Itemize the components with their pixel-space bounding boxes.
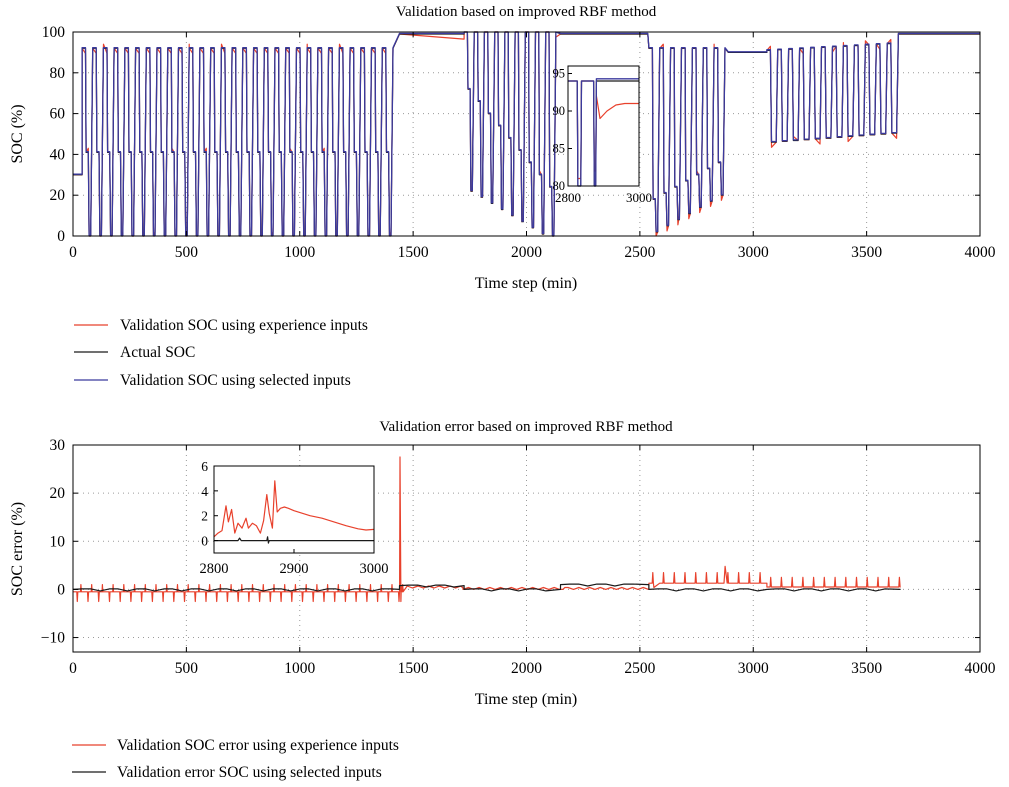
error-inset-line-experience (213, 480, 375, 538)
error-inset-x-tick-label: 3000 (360, 561, 389, 577)
soc-inset-frame (567, 65, 640, 187)
legend-item-error-selected: Validation error SOC using selected inpu… (72, 764, 382, 781)
soc-x-axis-label: Time step (min) (475, 275, 578, 292)
error-x-tick-label: 4000 (965, 660, 996, 677)
error-y-tick-label: 0 (57, 581, 65, 598)
soc-y-tick-label: 0 (57, 228, 65, 245)
error-line-selected (72, 583, 901, 592)
soc-x-tick-label: 1000 (284, 244, 315, 261)
error-x-tick-label: 2500 (624, 660, 655, 677)
soc-inset-x-tick-label: 3000 (626, 190, 652, 205)
error-inset-y-tick-label: 0 (201, 534, 208, 549)
error-chart: Validation error based on improved RBF m… (9, 419, 996, 708)
error-y-tick-label: 10 (50, 533, 66, 550)
soc-y-tick-label: 80 (50, 65, 66, 82)
soc-inset-background (568, 66, 639, 186)
error-inset-y-tick-label: 2 (201, 509, 208, 524)
soc-x-tick-label: 1500 (398, 244, 429, 261)
legend-item-experience: Validation SOC using experience inputs (74, 317, 368, 334)
soc-x-tick-label: 2500 (624, 244, 655, 261)
error-inset-series (213, 480, 375, 544)
error-inset-line-selected (214, 536, 374, 544)
soc-inset-ticks: 80 85 90 95 2800 3000 (553, 67, 653, 206)
soc-x-tick-label: 3500 (851, 244, 882, 261)
error-x-tick-label: 1500 (398, 660, 429, 677)
soc-y-tick-label: 60 (50, 106, 66, 123)
error-inset-y-tick-label: 6 (201, 459, 208, 474)
soc-chart: Validation based on improved RBF method … (9, 4, 996, 292)
error-chart-title: Validation error based on improved RBF m… (379, 419, 673, 435)
soc-inset: 80 85 90 95 2800 3000 (553, 65, 653, 206)
error-x-tick-label: 500 (175, 660, 199, 677)
error-grid (73, 445, 980, 652)
legend-label-error-selected: Validation error SOC using selected inpu… (117, 764, 382, 781)
error-x-tick-label: 3000 (738, 660, 769, 677)
soc-inset-y-tick-label: 90 (553, 104, 566, 118)
soc-y-tick-label: 100 (42, 24, 66, 41)
error-x-tick-label: 1000 (284, 660, 315, 677)
soc-x-tick-label: 0 (69, 244, 77, 261)
legend-label-experience: Validation SOC using experience inputs (120, 317, 368, 334)
soc-x-tick-label: 500 (175, 244, 199, 261)
soc-x-tick-label: 3000 (738, 244, 769, 261)
error-x-tick-label: 0 (69, 660, 77, 677)
soc-inset-x-tick-label: 2800 (555, 190, 581, 205)
legend-label-selected: Validation SOC using selected inputs (120, 372, 351, 389)
soc-inset-line-selected (568, 78, 639, 187)
legend-label-actual: Actual SOC (120, 344, 195, 361)
soc-inset-y-tick-label: 80 (553, 179, 566, 193)
error-inset-x-tick-label: 2900 (280, 561, 309, 577)
soc-inset-y-tick-label: 85 (553, 142, 566, 156)
soc-y-axis-label: SOC (%) (9, 104, 26, 163)
error-inset-background (214, 466, 374, 553)
error-legend: Validation SOC error using experience in… (72, 737, 399, 781)
error-x-tick-label: 3500 (851, 660, 882, 677)
soc-chart-title: Validation based on improved RBF method (396, 4, 657, 20)
error-inset: 0 2 4 6 2800 2900 3000 (200, 459, 389, 577)
soc-x-tick-label: 4000 (965, 244, 996, 261)
legend-item-error-experience: Validation SOC error using experience in… (72, 737, 399, 754)
soc-ticks: 0 500 1000 1500 2000 2500 3000 3500 4000 0 20 40 60 8… (42, 24, 996, 261)
soc-x-tick-label: 2000 (511, 244, 542, 261)
soc-grid (73, 32, 980, 236)
error-inset-y-tick-label: 4 (201, 484, 208, 499)
soc-line-selected (73, 31, 980, 237)
error-inset-ticks: 0 2 4 6 2800 2900 3000 (200, 459, 389, 577)
error-ticks: 0 500 1000 1500 2000 2500 3000 3500 4000−1001020… (41, 437, 996, 677)
error-x-tick-label: 2000 (511, 660, 542, 677)
error-y-axis-label: SOC error (%) (9, 502, 26, 596)
error-line-experience (73, 456, 901, 603)
error-series (72, 456, 901, 603)
error-y-tick-label: −10 (41, 630, 65, 647)
legend-item-selected: Validation SOC using selected inputs (74, 372, 351, 389)
soc-inset-series (568, 78, 639, 187)
soc-inset-y-tick-label: 95 (553, 67, 566, 81)
soc-series (73, 31, 980, 237)
legend-label-error-experience: Validation SOC error using experience in… (117, 737, 399, 754)
error-y-tick-label: 20 (50, 485, 66, 502)
soc-y-tick-label: 40 (50, 146, 66, 163)
legend-item-actual: Actual SOC (74, 344, 195, 361)
soc-y-tick-label: 20 (50, 187, 66, 204)
error-y-tick-label: 30 (50, 437, 66, 454)
error-inset-x-tick-label: 2800 (200, 561, 229, 577)
error-x-axis-label: Time step (min) (475, 691, 578, 708)
soc-legend: Validation SOC using experience inputs A… (74, 317, 368, 389)
